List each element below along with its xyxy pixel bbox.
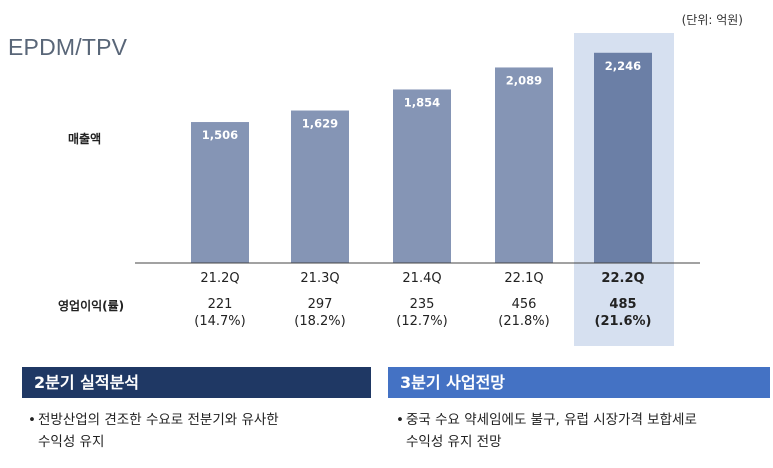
operating-profit-value: 297 <box>307 297 333 312</box>
bar-value-label: 1,629 <box>302 117 338 131</box>
operating-margin-value: (14.7%) <box>194 314 246 329</box>
operating-profit-cell: 221 (14.7%) <box>175 296 265 330</box>
bar-value-label: 2,246 <box>605 59 641 73</box>
operating-profit-cell: 235 (12.7%) <box>377 296 467 330</box>
operating-margin-value: (21.8%) <box>498 314 550 329</box>
operating-margin-value: (21.6%) <box>594 314 652 329</box>
operating-margin-value: (12.7%) <box>396 314 448 329</box>
bar-21.3Q <box>291 110 349 263</box>
x-tick-label: 21.2Q <box>200 271 240 286</box>
q3-outlook-text: • 중국 수요 약세임에도 불구, 유럽 시장가격 보합세로 수익성 유지 전망 <box>396 409 697 453</box>
operating-profit-value: 221 <box>207 297 233 312</box>
operating-profit-cell: 485 (21.6%) <box>578 296 668 330</box>
operating-profit-cell: 297 (18.2%) <box>275 296 365 330</box>
bar-value-label: 1,506 <box>202 128 238 142</box>
bar-21.4Q <box>393 89 451 263</box>
x-tick-label: 22.2Q <box>601 271 645 286</box>
bullet-marker: • <box>28 412 36 428</box>
q2-analysis-line-1: 전방산업의 견조한 수요로 전분기와 유사한 <box>38 412 279 428</box>
q3-outlook-line-2: 수익성 유지 전망 <box>406 434 502 450</box>
q3-outlook-line-1: 중국 수요 약세임에도 불구, 유럽 시장가격 보합세로 <box>406 412 697 428</box>
bar-22.2Q <box>594 52 652 263</box>
bullet-marker: • <box>396 412 404 428</box>
row-label-operating-profit: 영업이익(률) <box>58 299 125 313</box>
q2-analysis-line-2: 수익성 유지 <box>38 434 105 450</box>
operating-profit-value: 235 <box>409 297 435 312</box>
operating-profit-cell: 456 (21.8%) <box>479 296 569 330</box>
section-heading-q3-outlook: 3분기 사업전망 <box>388 367 770 398</box>
x-tick-label: 21.4Q <box>402 271 442 286</box>
bar-value-label: 1,854 <box>404 95 440 109</box>
operating-profit-value: 456 <box>511 297 537 312</box>
page-title: EPDM/TPV <box>8 34 128 60</box>
section-heading-q2-analysis: 2분기 실적분석 <box>22 367 371 398</box>
bar-22.1Q <box>495 67 553 263</box>
unit-label: (단위: 억원) <box>681 13 743 27</box>
row-label-sales: 매출액 <box>68 132 102 146</box>
operating-margin-value: (18.2%) <box>294 314 346 329</box>
operating-profit-value: 485 <box>609 297 637 312</box>
x-tick-label: 22.1Q <box>504 271 544 286</box>
bar-21.2Q <box>191 122 249 264</box>
q2-analysis-text: • 전방산업의 견조한 수요로 전분기와 유사한 수익성 유지 <box>28 409 279 453</box>
x-tick-label: 21.3Q <box>300 271 340 286</box>
bar-value-label: 2,089 <box>506 73 542 87</box>
